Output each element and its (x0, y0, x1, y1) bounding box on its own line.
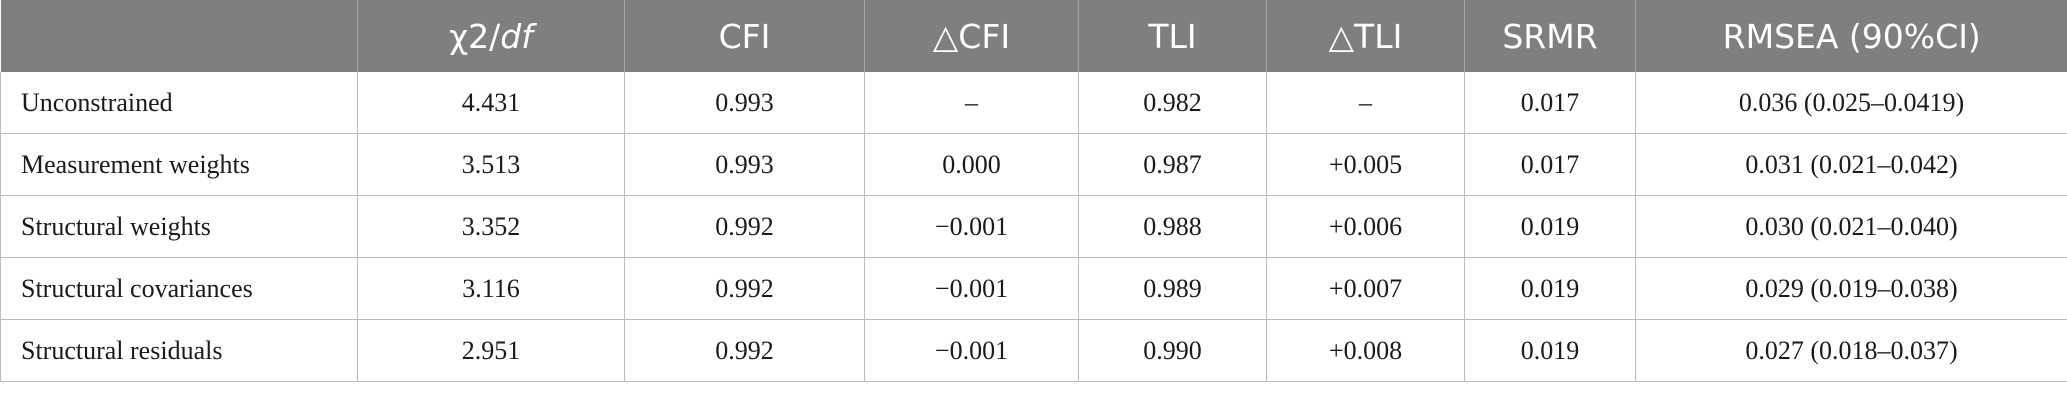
cell-srmr: 0.019 (1464, 319, 1636, 382)
cell-delta-cfi: −0.001 (864, 319, 1079, 382)
cell-cfi: 0.993 (624, 72, 865, 134)
cell-delta-tli: +0.007 (1266, 257, 1465, 320)
header-chi2-df: χ2/df (357, 0, 625, 72)
header-delta-tli: △TLI (1266, 0, 1465, 72)
cell-srmr: 0.017 (1464, 72, 1636, 134)
cell-rmsea: 0.036 (0.025–0.0419) (1635, 72, 2067, 134)
cell-delta-tli: +0.008 (1266, 319, 1465, 382)
cell-chi2df: 4.431 (357, 72, 625, 134)
fit-indices-table-container: χ2/df CFI △CFI TLI △TLI SRMR RMSEA (90%C… (0, 0, 2067, 382)
cell-model: Structural weights (0, 195, 358, 258)
cell-delta-cfi: −0.001 (864, 257, 1079, 320)
cell-chi2df: 3.513 (357, 133, 625, 196)
header-cfi: CFI (624, 0, 865, 72)
table-body: Unconstrained 4.431 0.993 – 0.982 – 0.01… (0, 72, 2067, 382)
cell-model: Measurement weights (0, 133, 358, 196)
table-row: Measurement weights 3.513 0.993 0.000 0.… (0, 133, 2067, 196)
table-row: Structural covariances 3.116 0.992 −0.00… (0, 257, 2067, 320)
cell-cfi: 0.992 (624, 195, 865, 258)
table-row: Unconstrained 4.431 0.993 – 0.982 – 0.01… (0, 72, 2067, 134)
header-blank (0, 0, 358, 72)
cell-model: Unconstrained (0, 72, 358, 134)
cell-model: Structural covariances (0, 257, 358, 320)
cell-chi2df: 3.116 (357, 257, 625, 320)
cell-chi2df: 3.352 (357, 195, 625, 258)
cell-tli: 0.988 (1078, 195, 1267, 258)
cell-rmsea: 0.027 (0.018–0.037) (1635, 319, 2067, 382)
cell-delta-cfi: 0.000 (864, 133, 1079, 196)
cell-cfi: 0.992 (624, 257, 865, 320)
cell-rmsea: 0.031 (0.021–0.042) (1635, 133, 2067, 196)
table-header: χ2/df CFI △CFI TLI △TLI SRMR RMSEA (90%C… (0, 0, 2067, 72)
cell-tli: 0.990 (1078, 319, 1267, 382)
cell-chi2df: 2.951 (357, 319, 625, 382)
cell-tli: 0.989 (1078, 257, 1267, 320)
cell-delta-tli: +0.006 (1266, 195, 1465, 258)
fit-indices-table: χ2/df CFI △CFI TLI △TLI SRMR RMSEA (90%C… (0, 0, 2067, 382)
header-tli: TLI (1078, 0, 1267, 72)
cell-delta-cfi: −0.001 (864, 195, 1079, 258)
cell-rmsea: 0.030 (0.021–0.040) (1635, 195, 2067, 258)
cell-srmr: 0.017 (1464, 133, 1636, 196)
header-rmsea: RMSEA (90%CI) (1635, 0, 2067, 72)
header-srmr: SRMR (1464, 0, 1636, 72)
cell-cfi: 0.993 (624, 133, 865, 196)
header-row: χ2/df CFI △CFI TLI △TLI SRMR RMSEA (90%C… (0, 0, 2067, 72)
cell-delta-tli: – (1266, 72, 1465, 134)
header-df-label: df (500, 16, 533, 56)
cell-cfi: 0.992 (624, 319, 865, 382)
cell-tli: 0.982 (1078, 72, 1267, 134)
cell-tli: 0.987 (1078, 133, 1267, 196)
cell-model: Structural residuals (0, 319, 358, 382)
table-row: Structural weights 3.352 0.992 −0.001 0.… (0, 195, 2067, 258)
header-chi2-label: χ2/ (449, 16, 501, 56)
cell-rmsea: 0.029 (0.019–0.038) (1635, 257, 2067, 320)
cell-srmr: 0.019 (1464, 257, 1636, 320)
table-row: Structural residuals 2.951 0.992 −0.001 … (0, 319, 2067, 382)
cell-delta-tli: +0.005 (1266, 133, 1465, 196)
cell-delta-cfi: – (864, 72, 1079, 134)
cell-srmr: 0.019 (1464, 195, 1636, 258)
header-delta-cfi: △CFI (864, 0, 1079, 72)
